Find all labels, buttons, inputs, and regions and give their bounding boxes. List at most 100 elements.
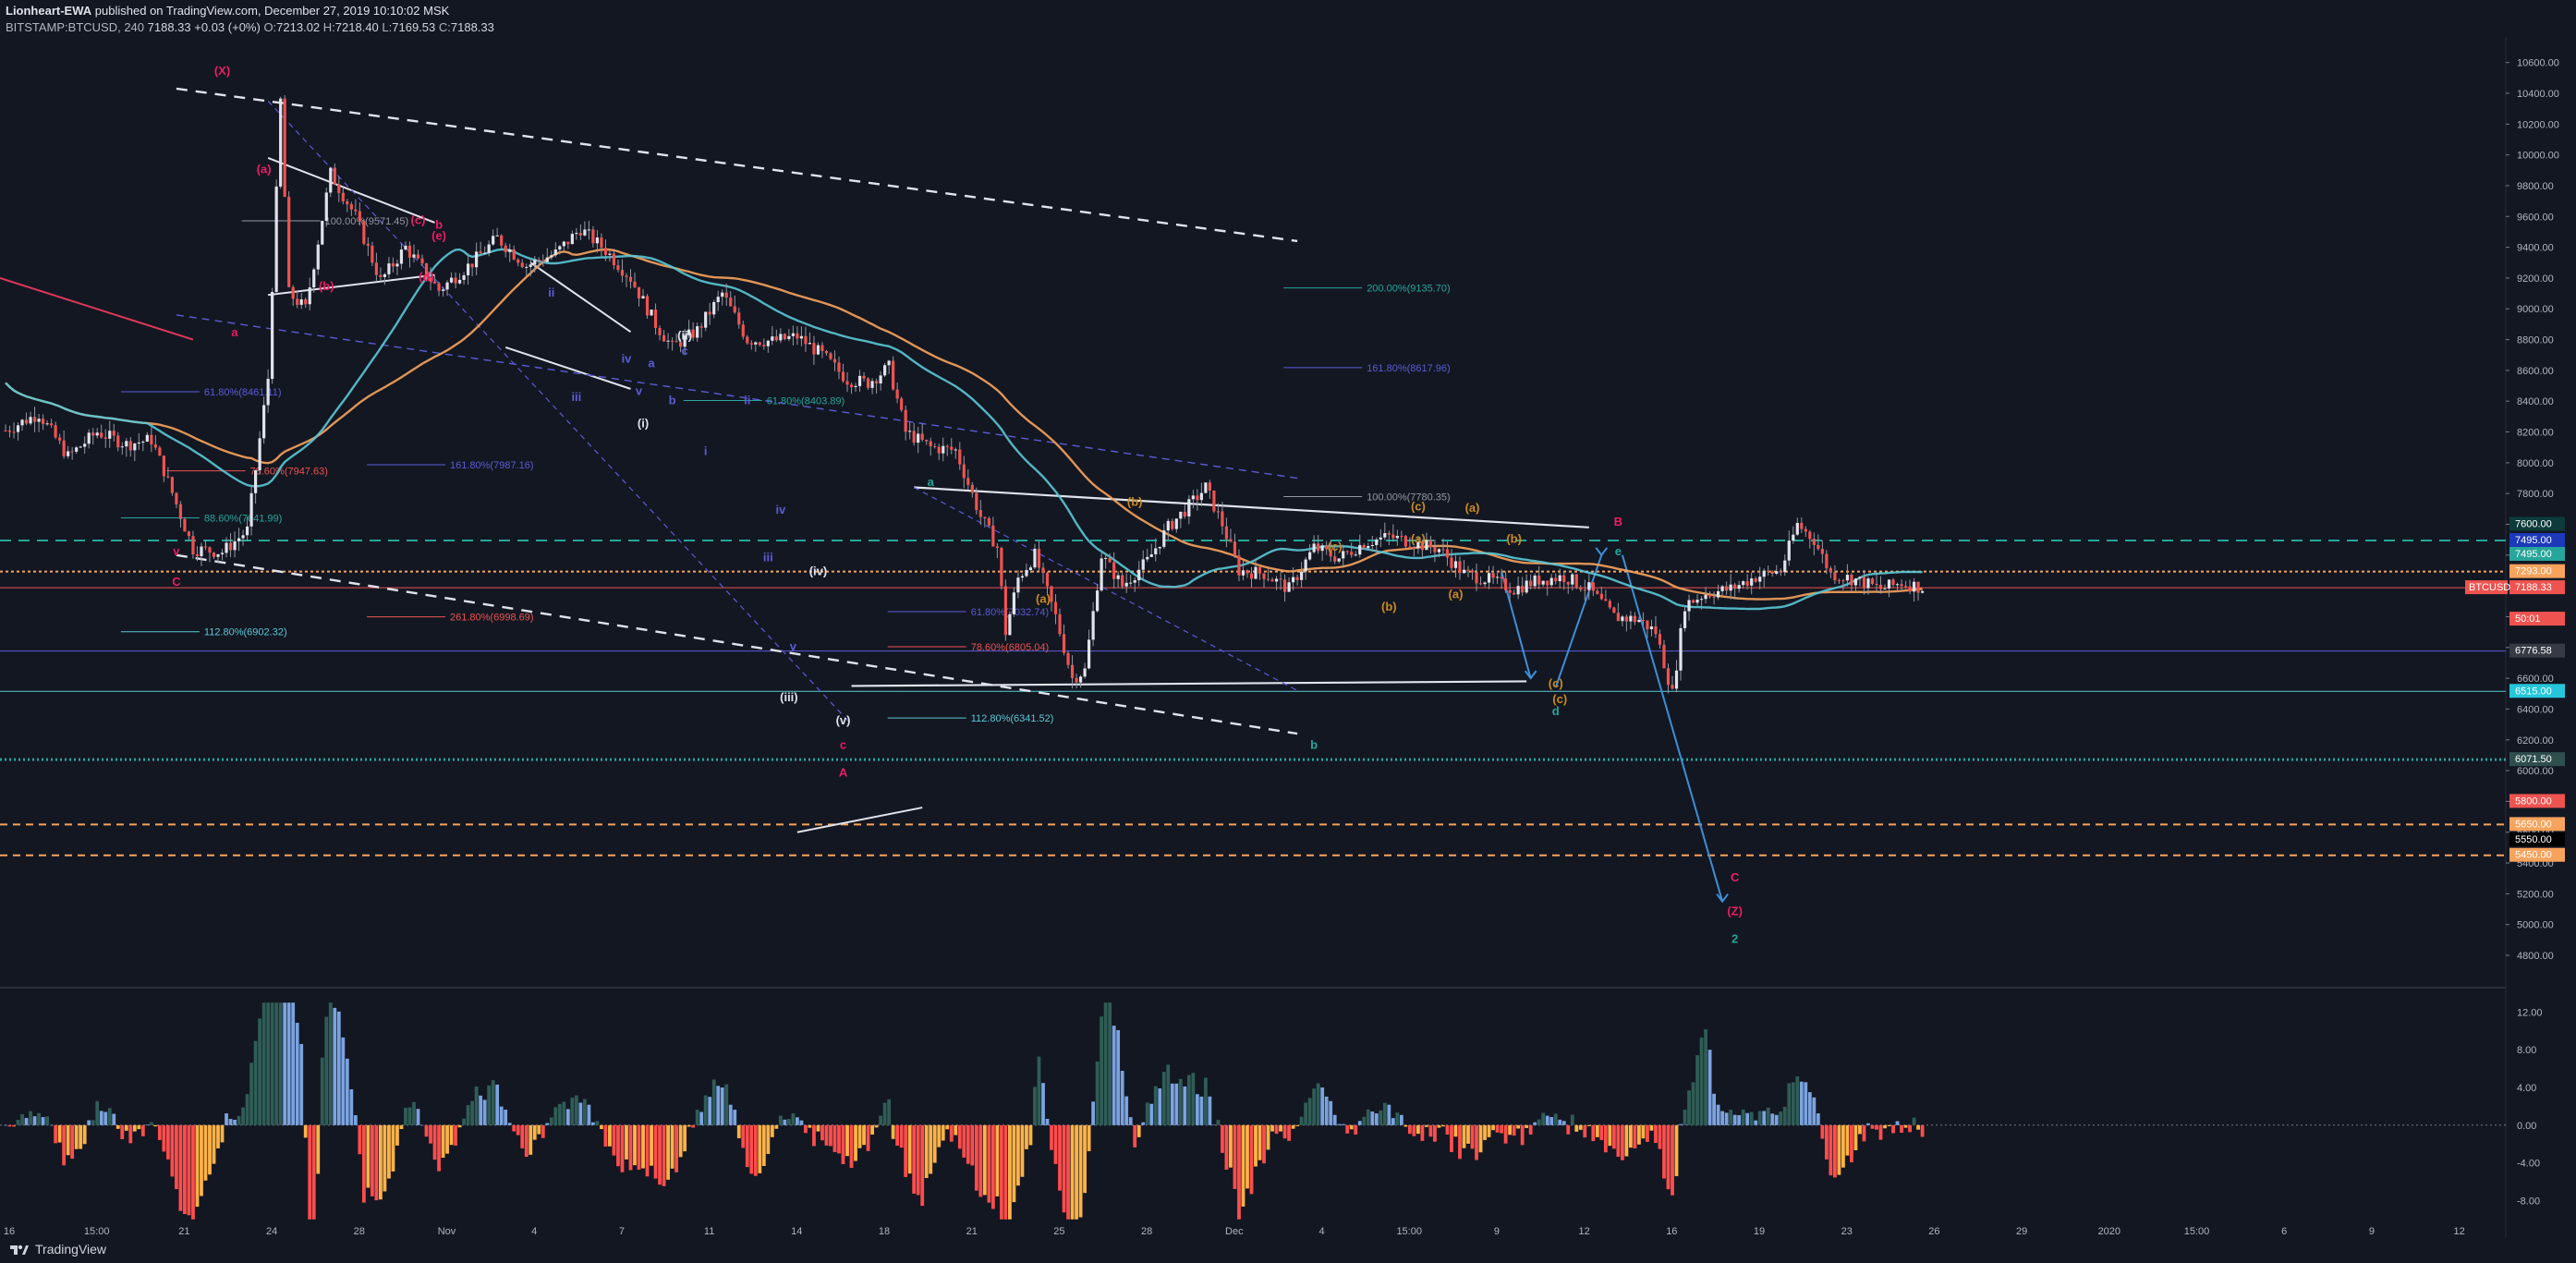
candle-body [1533, 575, 1537, 587]
osc-bar [157, 1124, 162, 1140]
candle-body [1312, 543, 1316, 553]
osc-bar [137, 1124, 141, 1130]
osc-bar [1128, 1117, 1133, 1125]
candle-body [170, 477, 174, 493]
candle-body [1475, 572, 1478, 584]
osc-bar [653, 1124, 658, 1179]
candle-body [920, 433, 924, 440]
osc-bar [978, 1124, 983, 1197]
candle-body [1513, 592, 1516, 595]
osc-bar [1533, 1122, 1537, 1125]
candle-body [1320, 545, 1324, 552]
osc-bar [1495, 1124, 1500, 1133]
candle-body [1450, 557, 1453, 568]
osc-bar [1629, 1124, 1633, 1148]
osc-bar [1712, 1093, 1716, 1125]
candle-body [1141, 559, 1145, 570]
osc-bar [1382, 1102, 1387, 1125]
osc-bar [1807, 1092, 1812, 1125]
candle-body [1171, 520, 1174, 529]
candle-body [457, 279, 462, 284]
candle-body [1658, 634, 1662, 645]
osc-bar [1649, 1124, 1654, 1131]
osc-bar [1804, 1082, 1808, 1125]
candle-body [432, 281, 437, 284]
candle-body [674, 341, 678, 343]
candle-body [1174, 518, 1178, 529]
y-tick-label: 6600.00 [2517, 674, 2554, 685]
osc-bar [233, 1120, 237, 1125]
price-chart[interactable]: 100.00%(9571.45) 61.80%(8461.11) 78.60%(79… [0, 37, 2576, 1238]
osc-bar [387, 1124, 391, 1179]
chart-header: Lionheart-EWA published on TradingView.c… [0, 0, 2576, 37]
wave-label: (b) [1506, 531, 1522, 545]
candle-body [1008, 613, 1012, 636]
osc-bar [228, 1119, 233, 1125]
osc-bar [424, 1124, 429, 1137]
candle-body [103, 437, 107, 439]
osc-bar [175, 1124, 178, 1189]
wave-label: b [435, 218, 443, 232]
osc-bar [1478, 1124, 1483, 1153]
tradingview-brand[interactable]: TradingView [9, 1242, 106, 1257]
osc-bar [1549, 1117, 1554, 1125]
candle-body [162, 455, 165, 477]
osc-bar [1224, 1124, 1229, 1170]
osc-bar [1100, 1016, 1104, 1125]
candle-body [729, 298, 733, 307]
grid [0, 37, 2507, 1238]
fib-label: 161.80%(8617.96) [1367, 363, 1451, 374]
osc-bar [1170, 1083, 1174, 1125]
candle-body [970, 484, 974, 493]
candle-body [1112, 562, 1116, 579]
low-label: L: [382, 20, 393, 34]
publisher-name[interactable]: Lionheart-EWA [6, 4, 92, 18]
candle-body [1000, 547, 1003, 587]
candle-body [1783, 560, 1787, 573]
candle-body [600, 237, 603, 249]
candle-body [166, 476, 170, 478]
candle-body [1266, 578, 1270, 580]
osc-bar [153, 1124, 158, 1127]
osc-bar [1045, 1118, 1050, 1125]
candle-body [112, 431, 115, 436]
publish-info: Lionheart-EWA published on TradingView.c… [6, 4, 449, 18]
candle-body [616, 265, 620, 271]
candle-body [1088, 639, 1091, 669]
candle-body [1470, 570, 1475, 573]
candle-body [220, 553, 225, 554]
osc-bar [758, 1124, 762, 1173]
candle-body [1621, 616, 1624, 622]
candle-body [550, 255, 553, 258]
candle-body [862, 375, 866, 379]
time-axis[interactable]: 16 15:00 21 24 28 Nov 4 7 11 14 18 21 25 28 Dec 4 15:00 9… [4, 1226, 2465, 1237]
candle-body [1149, 554, 1153, 557]
osc-bar [1729, 1110, 1733, 1125]
price-change: +0.03 (+0%) [194, 20, 261, 34]
candle-body [1400, 536, 1403, 538]
osc-bar [1745, 1112, 1750, 1125]
candle-body [1212, 490, 1216, 512]
candle-body [779, 334, 783, 341]
osc-bar [482, 1099, 487, 1125]
wave-label: ii [548, 285, 554, 299]
osc-bar [1583, 1124, 1587, 1138]
osc-bar [512, 1124, 516, 1132]
candle-body [966, 478, 970, 485]
candle-body [470, 263, 474, 268]
osc-bar [128, 1124, 133, 1144]
price-tag-label: 5800.00 [2515, 795, 2552, 807]
candle-body [83, 443, 87, 447]
candle-body [1833, 572, 1837, 581]
candle-body [1787, 540, 1791, 561]
osc-bar [1895, 1121, 1900, 1125]
wave-label: i [704, 444, 708, 458]
y-tick-label: 10600.00 [2517, 58, 2559, 69]
channel-bottom-line [176, 553, 1298, 735]
osc-bar [1732, 1114, 1737, 1125]
symbol-label[interactable]: BITSTAMP:BTCUSD, 240 [6, 20, 145, 34]
candle-body [1649, 625, 1654, 630]
osc-bar [1787, 1083, 1792, 1125]
price-axis[interactable]: 10600.00 10400.00 10200.00 10000.00 9800.00 9… [2465, 58, 2565, 962]
arrow-head [1716, 893, 1729, 904]
